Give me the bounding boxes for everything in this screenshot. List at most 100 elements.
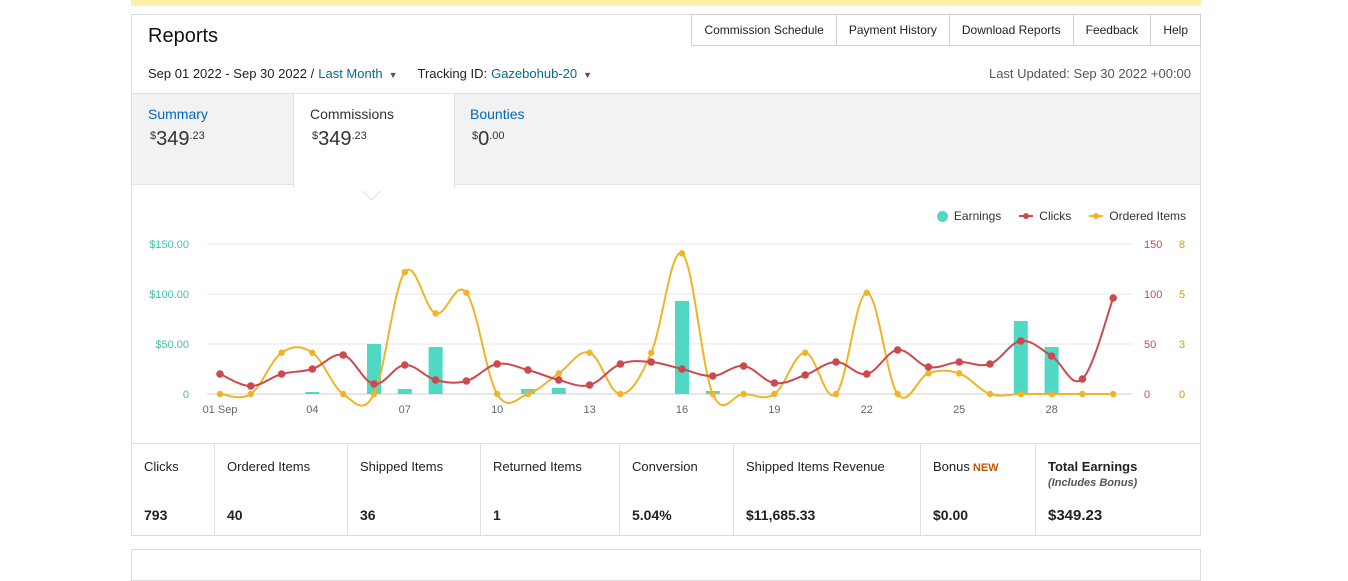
- clicks-point: [986, 360, 994, 368]
- x-tick-label: 07: [399, 404, 411, 416]
- legend-ordered-items[interactable]: Ordered Items: [1089, 209, 1186, 223]
- clicks-point: [893, 346, 902, 354]
- legend-earnings[interactable]: Earnings: [936, 209, 1001, 223]
- clicks-point: [739, 362, 748, 370]
- x-tick-label: 16: [676, 404, 688, 416]
- ordered-items-swatch: [1089, 212, 1104, 220]
- clicks-point: [1047, 352, 1056, 360]
- report-tabs: Summary $349.23 Commissions $349.23 Boun…: [132, 93, 1200, 188]
- x-tick-label: 22: [861, 404, 873, 416]
- tab-commissions-value: $349.23: [312, 128, 367, 150]
- download-reports-link[interactable]: Download Reports: [948, 14, 1074, 46]
- tab-commissions[interactable]: Commissions $349.23: [293, 94, 455, 188]
- next-panel: [131, 549, 1201, 581]
- help-link[interactable]: Help: [1150, 14, 1201, 46]
- earnings-bar: [305, 392, 320, 394]
- tab-summary-label: Summary: [148, 106, 208, 122]
- chevron-down-icon[interactable]: ▼: [388, 69, 398, 80]
- earnings-bar: [675, 301, 689, 394]
- clicks-point: [1109, 294, 1117, 302]
- legend-clicks[interactable]: Clicks: [1019, 209, 1071, 223]
- clicks-point: [616, 360, 625, 368]
- ordered-items-point: [740, 390, 747, 398]
- x-tick-label: 25: [953, 404, 965, 416]
- ordered-items-point: [555, 370, 562, 377]
- tab-summary-value: $349.23: [150, 128, 205, 150]
- x-tick-label: 10: [491, 404, 503, 416]
- earnings-bar: [428, 347, 443, 394]
- clicks-point: [1017, 337, 1025, 345]
- ordered-items-point: [494, 390, 501, 398]
- notice-banner: [131, 0, 1201, 6]
- period-dropdown[interactable]: Last Month: [318, 66, 383, 81]
- clicks-swatch: [1019, 212, 1034, 220]
- clicks-point: [216, 370, 224, 378]
- tracking-id-dropdown[interactable]: Gazebohub-20: [491, 66, 578, 81]
- clicks-point: [339, 351, 347, 359]
- ordered-items-point: [216, 390, 224, 398]
- y-tick-clicks: 150: [1144, 239, 1162, 251]
- y-tick-clicks: 100: [1144, 289, 1162, 301]
- date-range: Sep 01 2022 - Sep 30 2022 /: [148, 66, 315, 81]
- clicks-point: [832, 358, 840, 366]
- tab-bounties-value: $0.00: [472, 128, 505, 150]
- ordered-items-point: [340, 390, 347, 398]
- earnings-bar: [397, 389, 412, 394]
- clicks-line: [219, 297, 1115, 388]
- ordered-items-point: [432, 310, 439, 317]
- clicks-point: [678, 365, 686, 373]
- ordered-items-point: [986, 390, 994, 398]
- y-tick-earnings: $100.00: [149, 289, 189, 301]
- ordered-items-point: [678, 250, 686, 257]
- clicks-point: [801, 371, 809, 379]
- report-links: Commission Schedule Payment History Down…: [691, 14, 1201, 46]
- clicks-point: [524, 366, 532, 374]
- chart-legend: Earnings Clicks Ordered Items: [919, 209, 1186, 223]
- ordered-items-point: [863, 289, 870, 296]
- tab-bounties[interactable]: Bounties $0.00: [454, 94, 614, 184]
- new-badge: NEW: [972, 462, 999, 474]
- ordered-items-point: [648, 349, 655, 356]
- stats-bar: Clicks 793 Ordered Items 40 Shipped Item…: [132, 443, 1200, 536]
- ordered-items-point: [401, 268, 408, 276]
- ordered-items-point: [894, 390, 901, 398]
- feedback-link[interactable]: Feedback: [1072, 14, 1152, 46]
- clicks-point: [247, 382, 255, 390]
- chevron-down-icon[interactable]: ▼: [583, 69, 593, 80]
- clicks-point: [555, 376, 563, 384]
- stat-bonus: Bonus NEW $0.00: [920, 444, 1035, 536]
- clicks-point: [308, 365, 317, 373]
- clicks-point: [585, 381, 594, 389]
- ordered-items-point: [247, 390, 254, 398]
- clicks-point: [709, 372, 717, 380]
- ordered-items-point: [524, 390, 532, 398]
- earnings-bar: [1013, 321, 1028, 394]
- x-tick-label: 01 Sep: [203, 404, 238, 416]
- ordered-items-point: [1048, 390, 1055, 398]
- clicks-point: [770, 379, 779, 387]
- ordered-items-point: [832, 390, 840, 398]
- x-tick-label: 19: [768, 404, 780, 416]
- clicks-point: [370, 380, 378, 388]
- clicks-point: [1078, 375, 1087, 383]
- y-tick-earnings: 0: [183, 389, 189, 401]
- y-tick-clicks: 0: [1144, 389, 1150, 401]
- ordered-items-point: [463, 289, 470, 296]
- x-tick-label: 04: [306, 404, 318, 416]
- y-tick-items: 0: [1179, 389, 1185, 401]
- clicks-point: [431, 376, 440, 384]
- stat-shipped-items: Shipped Items 36: [347, 444, 480, 536]
- clicks-point: [863, 370, 871, 378]
- ordered-items-point: [309, 349, 316, 356]
- clicks-point: [277, 370, 286, 378]
- ordered-items-point: [709, 390, 716, 398]
- ordered-items-point: [956, 370, 963, 377]
- ordered-items-point: [802, 349, 809, 356]
- stat-returned-items: Returned Items 1: [480, 444, 619, 536]
- ordered-items-point: [1110, 390, 1117, 398]
- y-tick-clicks: 50: [1144, 339, 1156, 351]
- x-tick-label: 13: [583, 404, 595, 416]
- tab-summary[interactable]: Summary $349.23: [132, 94, 292, 184]
- x-tick-label: 28: [1045, 404, 1057, 416]
- ordered-items-point: [771, 390, 778, 398]
